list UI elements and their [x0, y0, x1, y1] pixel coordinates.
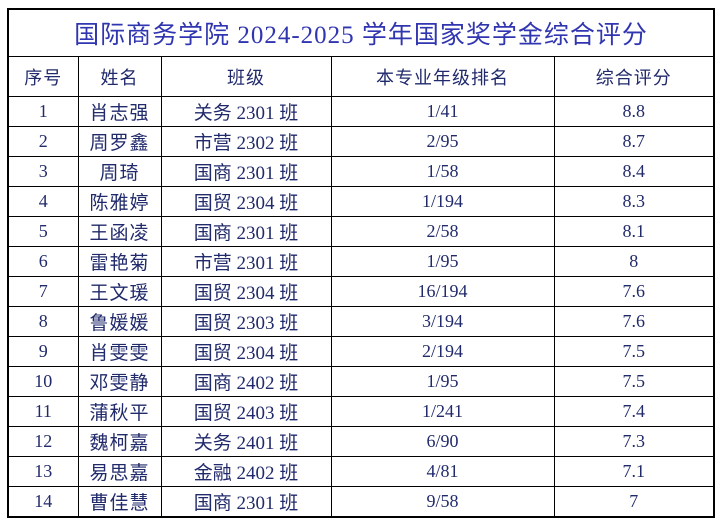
- cell-no: 13: [7, 456, 79, 487]
- cell-name: 魏柯嘉: [77, 426, 162, 457]
- table-row: 2 周罗鑫 市营 2302 班 2/95 8.7: [7, 126, 715, 157]
- cell-score: 7.5: [553, 366, 715, 397]
- table-row: 14 曹佳慧 国商 2301 班 9/58 7: [7, 486, 715, 518]
- cell-class: 国贸 2304 班: [160, 336, 332, 367]
- cell-class: 金融 2402 班: [160, 456, 332, 487]
- table-row: 3 周琦 国商 2301 班 1/58 8.4: [7, 156, 715, 187]
- cell-rank: 1/95: [330, 246, 555, 277]
- col-header-rank: 本专业年级排名: [330, 56, 555, 97]
- cell-no: 7: [7, 276, 79, 307]
- cell-score: 7.5: [553, 336, 715, 367]
- cell-no: 8: [7, 306, 79, 337]
- cell-no: 11: [7, 396, 79, 427]
- cell-no: 1: [7, 96, 79, 127]
- cell-name: 周琦: [77, 156, 162, 187]
- cell-class: 国贸 2303 班: [160, 306, 332, 337]
- cell-rank: 4/81: [330, 456, 555, 487]
- cell-class: 关务 2401 班: [160, 426, 332, 457]
- col-header-no: 序号: [7, 56, 79, 97]
- table-row: 5 王函凌 国商 2301 班 2/58 8.1: [7, 216, 715, 247]
- cell-class: 市营 2302 班: [160, 126, 332, 157]
- cell-class: 国商 2301 班: [160, 216, 332, 247]
- table-row: 1 肖志强 关务 2301 班 1/41 8.8: [7, 96, 715, 127]
- cell-score: 8.3: [553, 186, 715, 217]
- cell-class: 国贸 2403 班: [160, 396, 332, 427]
- cell-no: 9: [7, 336, 79, 367]
- cell-name: 蒲秋平: [77, 396, 162, 427]
- table-row: 8 鲁媛媛 国贸 2303 班 3/194 7.6: [7, 306, 715, 337]
- col-header-score: 综合评分: [553, 56, 715, 97]
- title-row: 国际商务学院 2024-2025 学年国家奖学金综合评分: [7, 8, 715, 57]
- cell-score: 8.8: [553, 96, 715, 127]
- cell-rank: 1/241: [330, 396, 555, 427]
- table-row: 6 雷艳菊 市营 2301 班 1/95 8: [7, 246, 715, 277]
- cell-rank: 6/90: [330, 426, 555, 457]
- cell-name: 曹佳慧: [77, 486, 162, 518]
- cell-rank: 9/58: [330, 486, 555, 518]
- header-row: 序号 姓名 班级 本专业年级排名 综合评分: [7, 56, 715, 97]
- cell-name: 鲁媛媛: [77, 306, 162, 337]
- cell-name: 邓雯静: [77, 366, 162, 397]
- cell-name: 王文瑗: [77, 276, 162, 307]
- cell-name: 易思嘉: [77, 456, 162, 487]
- table-body: 1 肖志强 关务 2301 班 1/41 8.8 2 周罗鑫 市营 2302 班 2/95 8.7…: [7, 96, 715, 518]
- document-title: 国际商务学院 2024-2025 学年国家奖学金综合评分: [7, 8, 715, 57]
- cell-rank: 1/194: [330, 186, 555, 217]
- cell-class: 市营 2301 班: [160, 246, 332, 277]
- scholarship-score-table: 国际商务学院 2024-2025 学年国家奖学金综合评分 序号 姓名 班级 本专…: [7, 8, 716, 518]
- cell-score: 7.6: [553, 306, 715, 337]
- cell-no: 10: [7, 366, 79, 397]
- cell-rank: 1/95: [330, 366, 555, 397]
- cell-name: 陈雅婷: [77, 186, 162, 217]
- cell-score: 7.3: [553, 426, 715, 457]
- cell-no: 5: [7, 216, 79, 247]
- cell-class: 国商 2402 班: [160, 366, 332, 397]
- cell-name: 周罗鑫: [77, 126, 162, 157]
- cell-score: 7.4: [553, 396, 715, 427]
- table-row: 7 王文瑗 国贸 2304 班 16/194 7.6: [7, 276, 715, 307]
- cell-class: 国贸 2304 班: [160, 186, 332, 217]
- cell-no: 12: [7, 426, 79, 457]
- cell-class: 国贸 2304 班: [160, 276, 332, 307]
- cell-rank: 2/194: [330, 336, 555, 367]
- cell-rank: 1/41: [330, 96, 555, 127]
- cell-no: 14: [7, 486, 79, 518]
- cell-no: 3: [7, 156, 79, 187]
- cell-no: 4: [7, 186, 79, 217]
- cell-no: 2: [7, 126, 79, 157]
- cell-rank: 2/95: [330, 126, 555, 157]
- cell-name: 王函凌: [77, 216, 162, 247]
- cell-rank: 1/58: [330, 156, 555, 187]
- cell-score: 7.1: [553, 456, 715, 487]
- cell-class: 国商 2301 班: [160, 156, 332, 187]
- table-row: 10 邓雯静 国商 2402 班 1/95 7.5: [7, 366, 715, 397]
- cell-score: 7: [553, 486, 715, 518]
- cell-name: 肖雯雯: [77, 336, 162, 367]
- cell-score: 8.1: [553, 216, 715, 247]
- cell-class: 国商 2301 班: [160, 486, 332, 518]
- cell-no: 6: [7, 246, 79, 277]
- col-header-class: 班级: [160, 56, 332, 97]
- cell-score: 8.4: [553, 156, 715, 187]
- cell-rank: 3/194: [330, 306, 555, 337]
- col-header-name: 姓名: [77, 56, 162, 97]
- cell-name: 雷艳菊: [77, 246, 162, 277]
- table-row: 12 魏柯嘉 关务 2401 班 6/90 7.3: [7, 426, 715, 457]
- table-row: 4 陈雅婷 国贸 2304 班 1/194 8.3: [7, 186, 715, 217]
- table-row: 11 蒲秋平 国贸 2403 班 1/241 7.4: [7, 396, 715, 427]
- cell-name: 肖志强: [77, 96, 162, 127]
- cell-rank: 16/194: [330, 276, 555, 307]
- table-row: 13 易思嘉 金融 2402 班 4/81 7.1: [7, 456, 715, 487]
- cell-rank: 2/58: [330, 216, 555, 247]
- cell-score: 8: [553, 246, 715, 277]
- cell-score: 7.6: [553, 276, 715, 307]
- table-row: 9 肖雯雯 国贸 2304 班 2/194 7.5: [7, 336, 715, 367]
- cell-score: 8.7: [553, 126, 715, 157]
- cell-class: 关务 2301 班: [160, 96, 332, 127]
